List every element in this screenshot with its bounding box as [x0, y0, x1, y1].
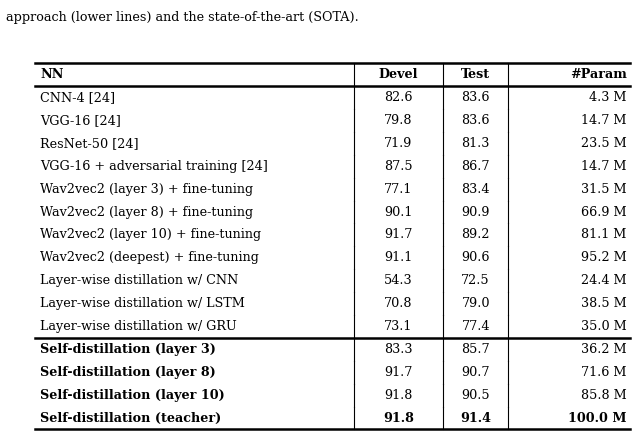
Text: 79.0: 79.0	[461, 297, 490, 310]
Text: 36.2 M: 36.2 M	[581, 343, 627, 356]
Text: Wav2vec2 (layer 8) + fine-tuning: Wav2vec2 (layer 8) + fine-tuning	[40, 205, 253, 218]
Text: 81.1 M: 81.1 M	[581, 228, 627, 242]
Text: 83.3: 83.3	[384, 343, 413, 356]
Text: 90.1: 90.1	[384, 205, 412, 218]
Text: 73.1: 73.1	[384, 320, 412, 333]
Text: Test: Test	[461, 68, 490, 81]
Text: 31.5 M: 31.5 M	[581, 183, 627, 196]
Text: NN: NN	[40, 68, 64, 81]
Text: Self-distillation (layer 10): Self-distillation (layer 10)	[40, 388, 225, 402]
Text: 95.2 M: 95.2 M	[581, 251, 627, 264]
Text: 72.5: 72.5	[461, 274, 490, 287]
Text: 14.7 M: 14.7 M	[581, 114, 627, 127]
Text: 54.3: 54.3	[384, 274, 413, 287]
Text: 81.3: 81.3	[461, 137, 490, 150]
Text: 90.9: 90.9	[461, 205, 490, 218]
Text: 90.7: 90.7	[461, 366, 490, 379]
Text: 83.4: 83.4	[461, 183, 490, 196]
Text: ResNet-50 [24]: ResNet-50 [24]	[40, 137, 139, 150]
Text: 82.6: 82.6	[384, 91, 413, 104]
Text: Self-distillation (layer 3): Self-distillation (layer 3)	[40, 343, 216, 356]
Text: 91.7: 91.7	[384, 366, 412, 379]
Text: Devel: Devel	[378, 68, 418, 81]
Text: 14.7 M: 14.7 M	[581, 160, 627, 173]
Text: Wav2vec2 (layer 3) + fine-tuning: Wav2vec2 (layer 3) + fine-tuning	[40, 183, 253, 196]
Text: Layer-wise distillation w/ GRU: Layer-wise distillation w/ GRU	[40, 320, 237, 333]
Text: 91.8: 91.8	[384, 388, 412, 402]
Text: 77.1: 77.1	[384, 183, 412, 196]
Text: 71.6 M: 71.6 M	[581, 366, 627, 379]
Text: VGG-16 + adversarial training [24]: VGG-16 + adversarial training [24]	[40, 160, 268, 173]
Text: CNN-4 [24]: CNN-4 [24]	[40, 91, 115, 104]
Text: 23.5 M: 23.5 M	[581, 137, 627, 150]
Text: 90.6: 90.6	[461, 251, 490, 264]
Text: 91.1: 91.1	[384, 251, 412, 264]
Text: 100.0 M: 100.0 M	[568, 412, 627, 425]
Text: 24.4 M: 24.4 M	[581, 274, 627, 287]
Text: 70.8: 70.8	[384, 297, 413, 310]
Text: 90.5: 90.5	[461, 388, 490, 402]
Text: 91.4: 91.4	[460, 412, 491, 425]
Text: 77.4: 77.4	[461, 320, 490, 333]
Text: 79.8: 79.8	[384, 114, 413, 127]
Text: #Param: #Param	[570, 68, 627, 81]
Text: 35.0 M: 35.0 M	[581, 320, 627, 333]
Text: 85.8 M: 85.8 M	[581, 388, 627, 402]
Text: Self-distillation (layer 8): Self-distillation (layer 8)	[40, 366, 216, 379]
Text: 89.2: 89.2	[461, 228, 490, 242]
Text: Layer-wise distillation w/ CNN: Layer-wise distillation w/ CNN	[40, 274, 239, 287]
Text: Wav2vec2 (layer 10) + fine-tuning: Wav2vec2 (layer 10) + fine-tuning	[40, 228, 262, 242]
Text: 83.6: 83.6	[461, 91, 490, 104]
Text: 4.3 M: 4.3 M	[589, 91, 627, 104]
Text: 91.7: 91.7	[384, 228, 412, 242]
Text: 86.7: 86.7	[461, 160, 490, 173]
Text: approach (lower lines) and the state-of-the-art (SOTA).: approach (lower lines) and the state-of-…	[6, 11, 359, 24]
Text: Self-distillation (teacher): Self-distillation (teacher)	[40, 412, 221, 425]
Text: 71.9: 71.9	[384, 137, 412, 150]
Text: 85.7: 85.7	[461, 343, 490, 356]
Text: Layer-wise distillation w/ LSTM: Layer-wise distillation w/ LSTM	[40, 297, 245, 310]
Text: 83.6: 83.6	[461, 114, 490, 127]
Text: 87.5: 87.5	[384, 160, 413, 173]
Text: Wav2vec2 (deepest) + fine-tuning: Wav2vec2 (deepest) + fine-tuning	[40, 251, 259, 264]
Text: VGG-16 [24]: VGG-16 [24]	[40, 114, 121, 127]
Text: 66.9 M: 66.9 M	[581, 205, 627, 218]
Text: 38.5 M: 38.5 M	[581, 297, 627, 310]
Text: 91.8: 91.8	[383, 412, 413, 425]
